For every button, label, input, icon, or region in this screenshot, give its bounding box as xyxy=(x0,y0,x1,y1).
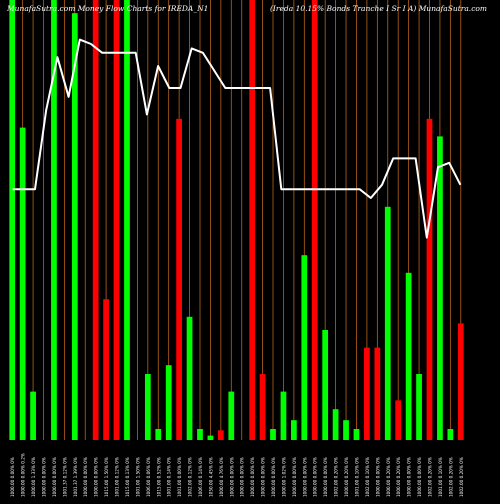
x-tick-label: 1015.00 0.13% 0% xyxy=(125,457,130,497)
bar-up xyxy=(353,429,360,440)
x-tick-label: 1015.00 1.50% 0% xyxy=(104,457,109,497)
x-tick-label: 1015.00 0.52% 0% xyxy=(156,457,161,497)
x-tick-label: 1000.00 0.20% 0% xyxy=(386,457,391,497)
x-tick-label: 1000.00 0.00% 0% xyxy=(407,457,412,497)
bar-up xyxy=(437,136,443,440)
x-tick-label: 1000.00 1.02% 0% xyxy=(281,457,286,497)
x-tick-label: 1000.00 0.00% 0% xyxy=(42,457,47,497)
bar-up xyxy=(30,391,36,440)
x-tick-label: 1002.00 0.12% 0% xyxy=(188,457,193,497)
bar-down xyxy=(311,0,318,440)
bar-up xyxy=(384,206,391,440)
x-tick-label: 1000.00 0.00% 0% xyxy=(240,457,245,497)
bar-up xyxy=(144,374,151,440)
x-tick-label: 1002.00 0.20% 0% xyxy=(427,457,432,497)
x-tick-label: 1000.00 0.20% 0% xyxy=(344,457,349,497)
x-tick-label: 1000.00 0.00% 0% xyxy=(323,457,328,497)
x-tick-label: 1000.00 0.00% 0% xyxy=(375,457,380,497)
x-tick-label: 1002.00 0.10% 0% xyxy=(365,457,370,497)
x-tick-label: 1000.00 0.00% 0% xyxy=(302,457,307,497)
x-tick-label: 1001.37 1.39% 0% xyxy=(73,457,78,497)
chart-title: MunafaSutra.com Money Flow Charts for IR… xyxy=(7,4,209,13)
bar-up xyxy=(155,429,162,440)
bar-up xyxy=(301,255,308,440)
bar-up xyxy=(447,429,454,440)
bar-up xyxy=(124,0,130,440)
chart-subtitle: (Ireda 10.15% Bonds Tranche I Sr I A) Mu… xyxy=(270,4,488,13)
x-tick-label: 1000.00 0.00% 0% xyxy=(250,457,255,497)
bar-down xyxy=(395,400,402,440)
x-tick-label: 1050.00 4.45% 0% xyxy=(208,457,213,497)
bar-up xyxy=(71,13,78,440)
x-tick-label: 1000.00 0.00% 0% xyxy=(94,457,99,497)
bar-down xyxy=(92,0,99,440)
x-tick-label: 1000.00 0.00% 0% xyxy=(417,457,422,497)
bar-up xyxy=(322,330,329,440)
bar-up xyxy=(405,272,412,440)
x-tick-label: 1001.00 0.10% 0% xyxy=(354,457,359,497)
bar-up xyxy=(270,429,276,440)
x-tick-label: 1000.00 0.00% 0% xyxy=(313,457,318,497)
bar-down xyxy=(103,299,109,440)
bar-down xyxy=(249,0,256,440)
bar-up xyxy=(186,316,193,440)
x-tick-label: 1006.00 0.14% 0% xyxy=(198,457,203,497)
bar-down xyxy=(457,323,464,440)
x-tick-label: 1001.00 0.12% 0% xyxy=(115,457,120,497)
price-line xyxy=(12,38,462,239)
x-tick-label: 1001.00 1.50% 0% xyxy=(135,457,140,497)
x-tick-label: 1000.00 0.00% 0.2% xyxy=(21,453,26,497)
x-tick-label: 1000.00 0.00% 0% xyxy=(83,457,88,497)
x-tick-label: 1002.00 0.20% 0% xyxy=(448,457,453,497)
bar-up xyxy=(51,0,57,440)
x-tick-label: 1001.00 0.14% 0% xyxy=(167,457,172,497)
bar-down xyxy=(176,118,182,441)
bar-up xyxy=(165,365,172,440)
x-tick-label: 1000.00 0.20% 0% xyxy=(396,457,401,497)
bar-up xyxy=(332,409,339,440)
bars xyxy=(9,0,464,441)
bar-up xyxy=(291,420,297,440)
x-tick-label: 1000.00 0.00% 0% xyxy=(52,457,57,497)
bar-down xyxy=(217,430,224,440)
x-tick-label: 1000.00 0.00% 0% xyxy=(271,457,276,497)
bar-down xyxy=(374,347,381,440)
bar-up xyxy=(197,429,203,440)
bar-down xyxy=(426,118,433,441)
bar-up xyxy=(280,391,287,440)
bar-down xyxy=(259,374,266,440)
price-line-path xyxy=(12,38,462,239)
x-tick-label: 1001.00 0.00% 0% xyxy=(177,457,182,497)
x-tick-label: 1001.37 0.12% 0% xyxy=(62,457,67,497)
grid-lines xyxy=(11,0,462,440)
x-tick-labels: 1000.00 0.00% 0% 1000.00 0.00% 0.2% 1000.0… xyxy=(10,453,464,497)
bar-up xyxy=(9,0,16,440)
x-tick-label: 1000.00 1.33% 0% xyxy=(31,457,36,497)
x-tick-label: 1000.00 0.00% 0% xyxy=(229,457,234,497)
bar-up xyxy=(343,420,349,440)
bar-up xyxy=(416,374,422,440)
x-tick-label: 1000.00 0.00% 0% xyxy=(10,457,15,497)
bar-up xyxy=(19,127,26,440)
x-tick-label: 1001.00 0.10% 0% xyxy=(438,457,443,497)
bar-down xyxy=(364,347,370,440)
x-tick-label: 1002.00 0.20% 0% xyxy=(334,457,339,497)
x-tick-label: 1006.00 0.06% 0% xyxy=(146,457,151,497)
x-tick-label: 1000.00 4.76% 0% xyxy=(219,457,224,497)
bar-up xyxy=(228,391,235,440)
bar-up xyxy=(207,435,214,440)
x-tick-label: 1002.00 0.20% 0% xyxy=(459,457,464,497)
bar-down xyxy=(113,0,120,440)
x-tick-label: 1000.00 0.00% 0% xyxy=(292,457,297,497)
x-tick-label: 1000.00 0.00% 0% xyxy=(261,457,266,497)
